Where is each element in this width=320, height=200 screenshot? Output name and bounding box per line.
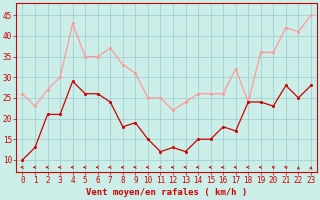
- X-axis label: Vent moyen/en rafales ( km/h ): Vent moyen/en rafales ( km/h ): [86, 188, 247, 197]
